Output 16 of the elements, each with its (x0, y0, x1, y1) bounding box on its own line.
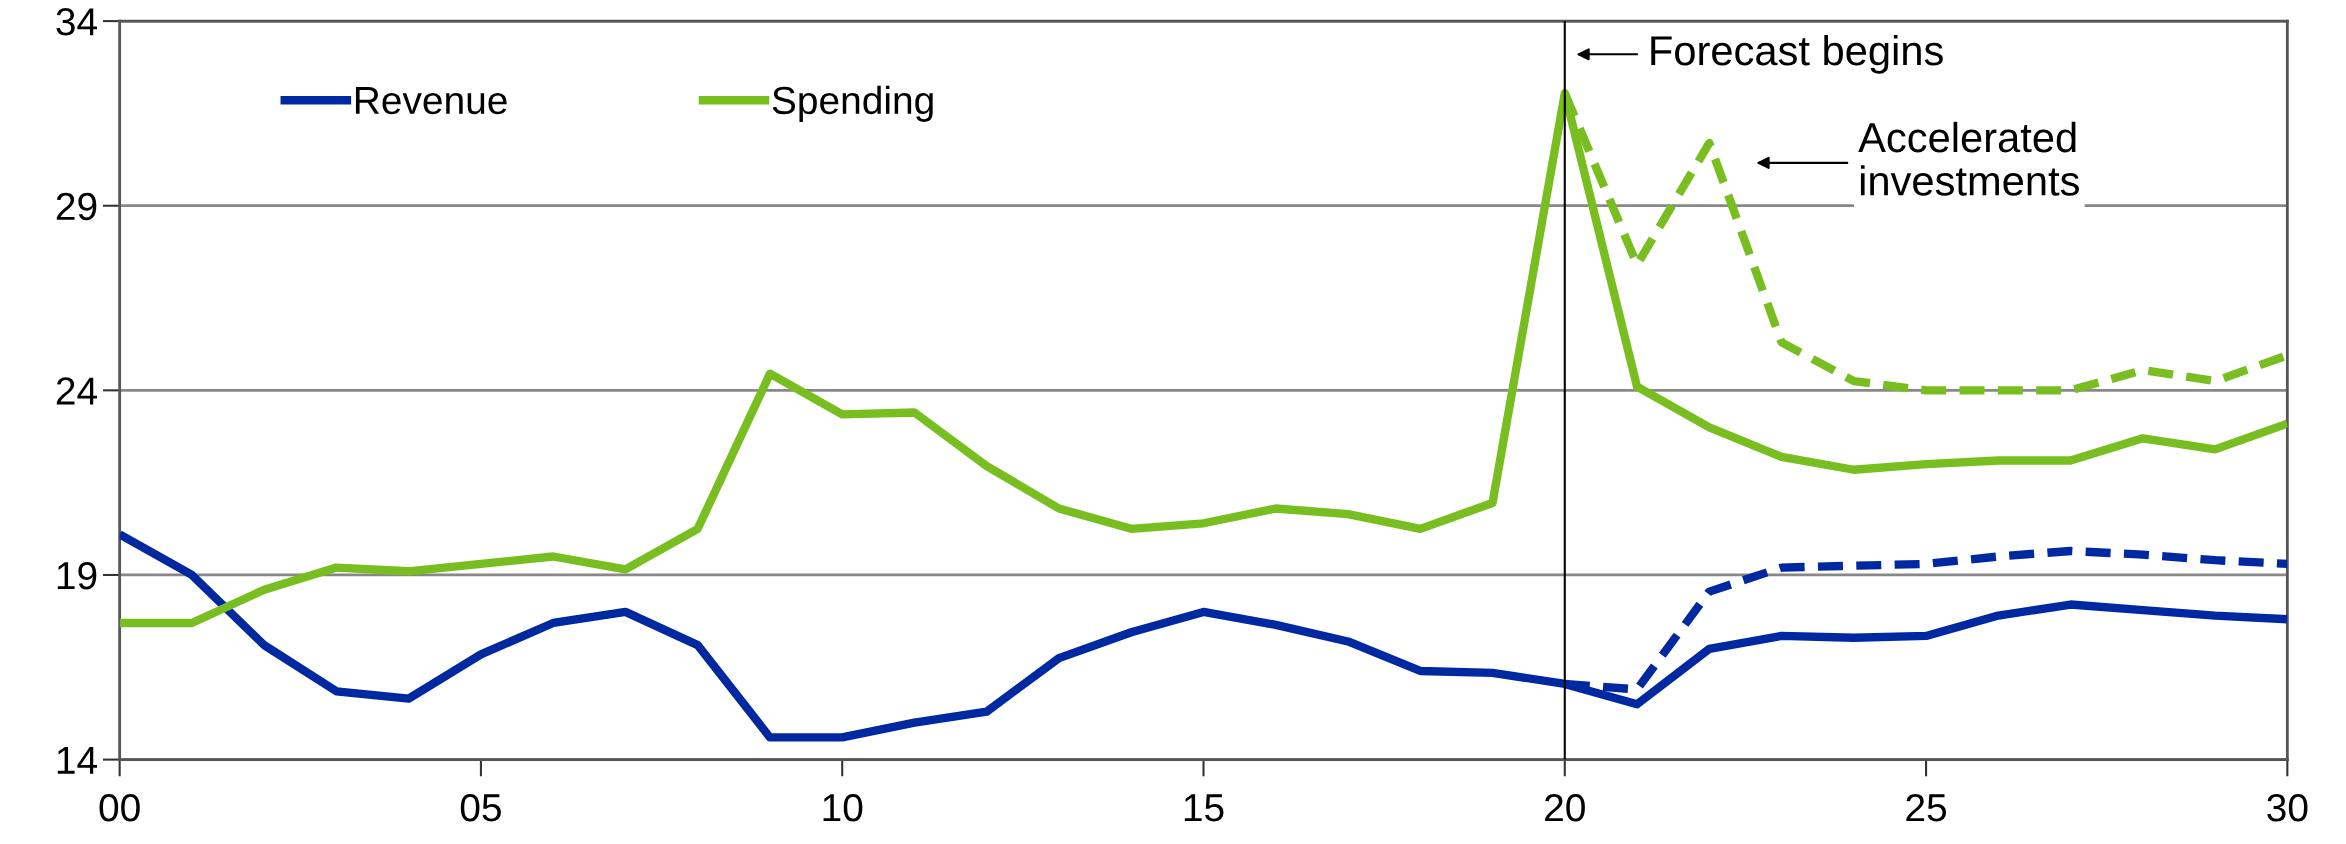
legend-label: Spending (772, 85, 933, 122)
x-tick-label: 25 (1906, 793, 1947, 822)
legend-label: Revenue (355, 87, 507, 115)
x-tick-label: 30 (2267, 793, 2308, 822)
x-tick-label: 05 (460, 793, 501, 822)
y-tick-label: 34 (56, 8, 97, 36)
x-tick-label: 10 (823, 793, 863, 822)
x-tick-label: 20 (1545, 793, 1585, 822)
y-tick-label: 29 (56, 192, 97, 221)
x-tick-label: 15 (1184, 794, 1224, 822)
annotation: Forecast begins (1651, 34, 1943, 74)
y-tick-label: 19 (57, 561, 97, 590)
x-tick-label: 00 (99, 793, 140, 822)
annotation: Accelerated investments (1858, 121, 2079, 196)
y-tick-label: 14 (57, 746, 97, 774)
y-tick-label: 24 (56, 377, 97, 405)
